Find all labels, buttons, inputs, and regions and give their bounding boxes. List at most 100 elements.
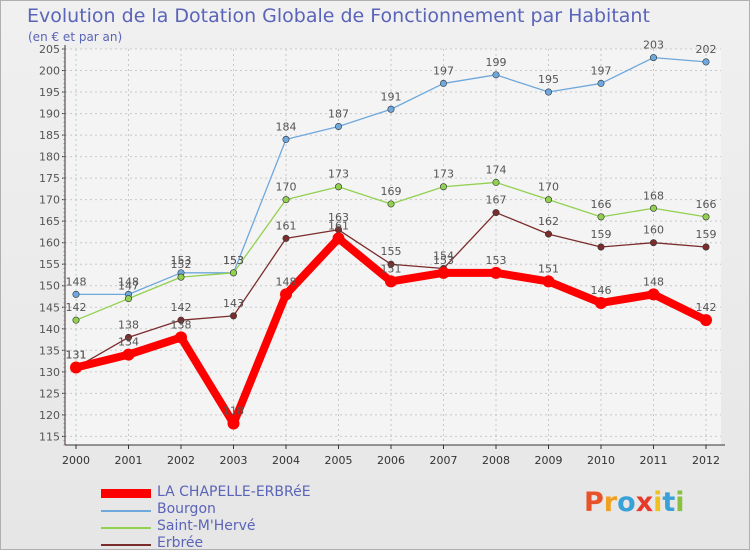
data-point <box>597 243 605 251</box>
data-point <box>490 266 502 279</box>
plot-area <box>65 49 721 445</box>
data-point <box>700 314 712 327</box>
data-label: 134 <box>118 336 139 349</box>
y-tick-label: 130 <box>39 366 60 379</box>
y-tick-label: 155 <box>39 258 60 271</box>
data-label: 202 <box>696 43 717 56</box>
y-tick-label: 150 <box>39 280 60 293</box>
legend-swatch <box>101 489 151 498</box>
x-tick-label: 2009 <box>535 454 563 467</box>
legend-label: LA CHAPELLE-ERBRéE <box>157 484 311 500</box>
data-point <box>70 361 82 374</box>
data-point <box>177 316 185 324</box>
logo-letter: P <box>584 487 604 518</box>
data-point <box>649 54 657 62</box>
data-label: 154 <box>433 250 454 263</box>
data-label: 148 <box>66 275 87 288</box>
y-tick-label: 140 <box>39 323 60 336</box>
data-point <box>122 348 135 361</box>
data-label: 155 <box>381 245 402 258</box>
data-point <box>282 234 290 242</box>
logo-letter: o <box>617 487 636 518</box>
data-label: 161 <box>328 219 349 232</box>
data-point <box>702 243 710 251</box>
data-label: 138 <box>118 318 139 331</box>
data-label: 184 <box>276 120 297 133</box>
data-point <box>702 213 710 221</box>
data-point <box>492 71 500 79</box>
data-label: 153 <box>171 254 192 267</box>
data-point <box>230 269 238 277</box>
y-tick-label: 185 <box>39 129 60 142</box>
legend-label: Bourgon <box>157 501 216 517</box>
data-point <box>544 196 552 204</box>
data-label: 174 <box>486 163 507 176</box>
data-point <box>282 135 290 143</box>
y-tick-label: 135 <box>39 344 60 357</box>
data-label: 142 <box>66 301 87 314</box>
data-label: 168 <box>643 189 664 202</box>
data-label: 153 <box>486 254 507 267</box>
x-tick-label: 2001 <box>115 454 143 467</box>
data-label: 151 <box>381 262 402 275</box>
data-point <box>387 200 395 208</box>
data-label: 199 <box>486 56 507 69</box>
legend-swatch <box>101 527 151 529</box>
data-point <box>230 312 238 320</box>
data-point <box>702 58 710 66</box>
x-tick-label: 2004 <box>272 454 300 467</box>
data-point <box>595 296 607 309</box>
data-point <box>647 288 660 301</box>
data-point <box>227 417 240 430</box>
data-label: 131 <box>66 349 87 362</box>
data-label: 151 <box>538 262 559 275</box>
data-point <box>177 273 185 281</box>
data-label: 153 <box>223 254 244 267</box>
data-point <box>72 290 80 298</box>
data-label: 159 <box>696 228 717 241</box>
data-label: 143 <box>223 297 244 310</box>
data-label: 138 <box>171 318 192 331</box>
data-point <box>597 79 605 87</box>
data-label: 163 <box>328 211 349 224</box>
data-label: 173 <box>328 168 349 181</box>
data-label: 170 <box>276 181 297 194</box>
data-label: 167 <box>486 194 507 207</box>
y-tick-label: 145 <box>39 301 60 314</box>
chart-subtitle: (en € et par an) <box>28 30 123 44</box>
data-point <box>439 79 447 87</box>
y-tick-label: 115 <box>39 430 60 443</box>
y-tick-label: 170 <box>39 194 60 207</box>
data-point <box>175 331 187 344</box>
data-point <box>334 183 342 191</box>
data-point <box>437 266 450 279</box>
data-label: 195 <box>538 73 559 86</box>
data-label: 170 <box>538 181 559 194</box>
data-point <box>492 178 500 186</box>
data-label: 197 <box>591 64 612 77</box>
logo-letter: i <box>675 487 685 518</box>
data-label: 147 <box>118 280 139 293</box>
data-label: 159 <box>591 228 612 241</box>
y-tick-label: 190 <box>39 108 60 121</box>
data-point <box>334 122 342 130</box>
x-tick-label: 2012 <box>692 454 720 467</box>
data-point <box>544 88 552 96</box>
data-label: 197 <box>433 64 454 77</box>
y-tick-label: 195 <box>39 86 60 99</box>
data-point <box>492 209 500 217</box>
data-label: 160 <box>643 224 664 237</box>
data-label: 187 <box>328 107 349 120</box>
x-tick-label: 2007 <box>430 454 458 467</box>
data-point <box>385 275 397 288</box>
legend-swatch <box>101 510 151 512</box>
data-point <box>597 213 605 221</box>
x-tick-label: 2002 <box>167 454 195 467</box>
data-label: 191 <box>381 90 402 103</box>
data-label: 153 <box>433 254 454 267</box>
y-tick-label: 165 <box>39 215 60 228</box>
data-label: 203 <box>643 39 664 52</box>
data-label: 142 <box>696 301 717 314</box>
